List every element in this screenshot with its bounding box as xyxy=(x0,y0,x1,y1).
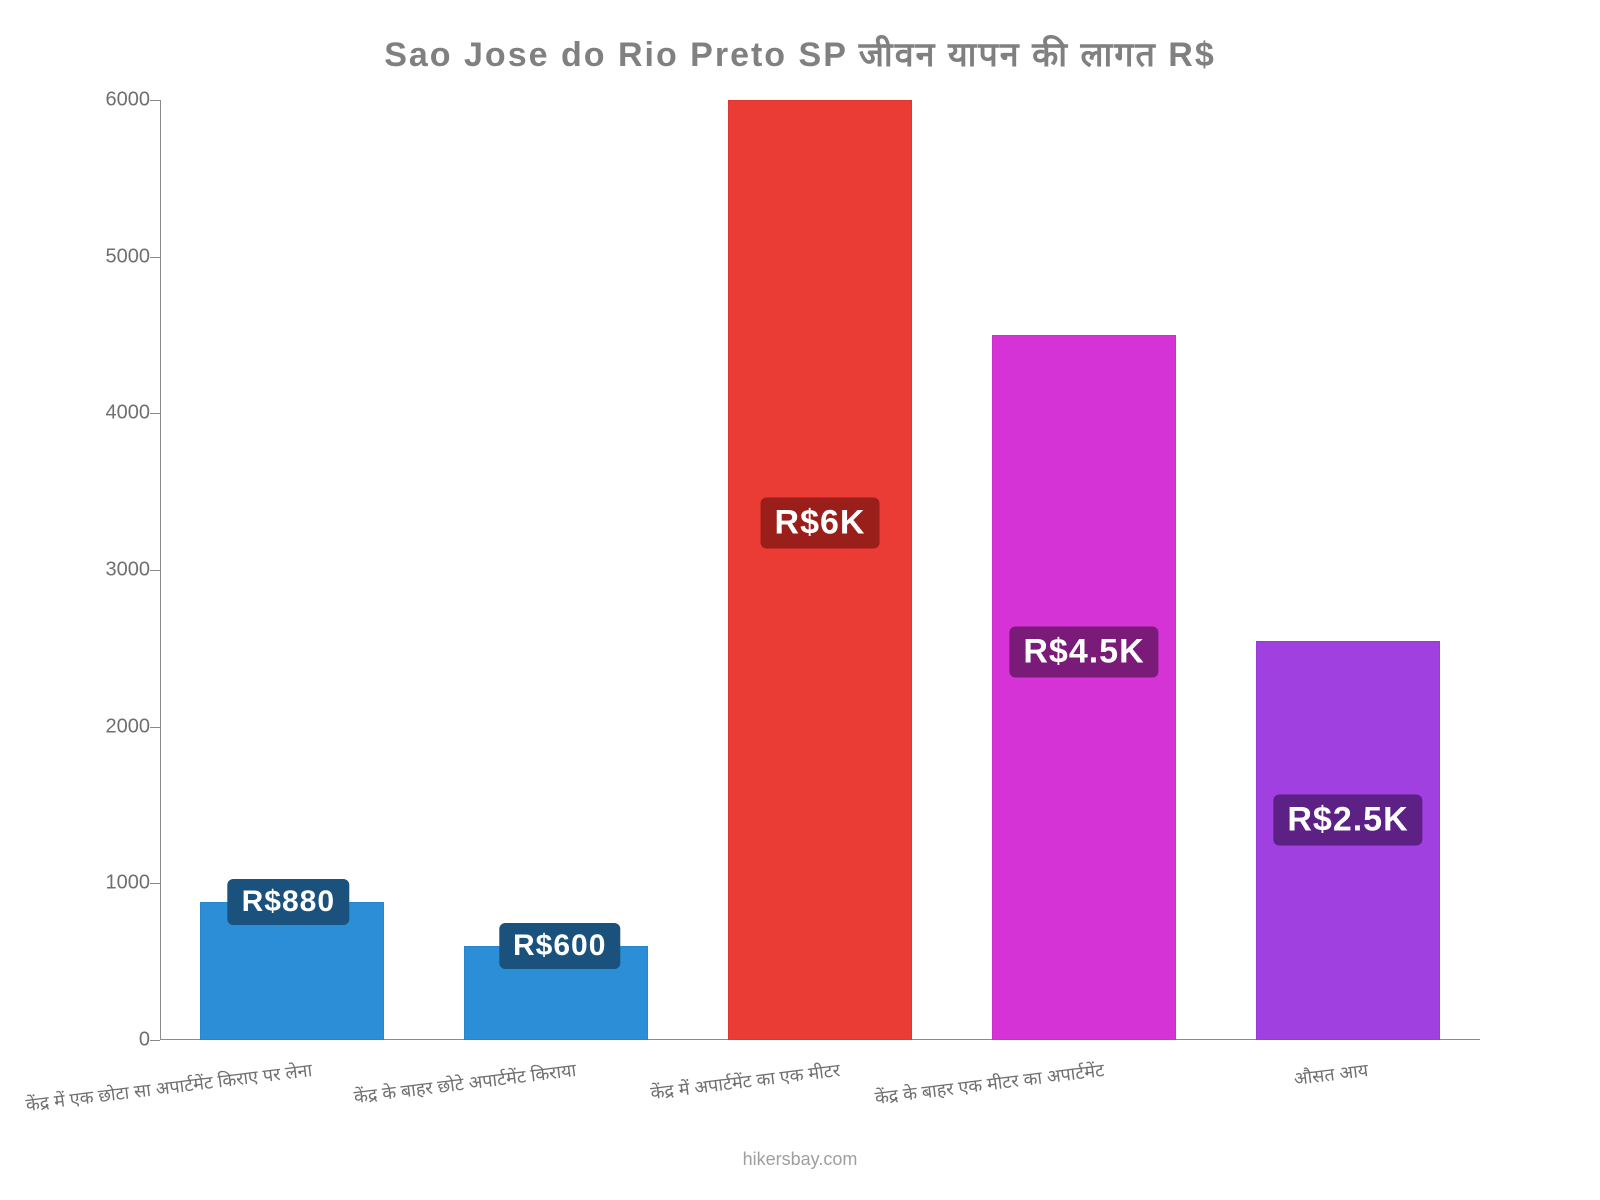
bar-price-m2-center xyxy=(728,100,913,1040)
y-tick-label: 0 xyxy=(100,1029,150,1052)
chart-title: Sao Jose do Rio Preto SP जीवन यापन की ला… xyxy=(60,30,1540,76)
x-tick-label: केंद्र के बाहर एक मीटर का अपार्टमेंट xyxy=(805,1058,1106,1118)
x-tick-label: केंद्र के बाहर छोटे अपार्टमेंट किराया xyxy=(277,1058,578,1118)
bar-value-label: R$880 xyxy=(228,879,349,925)
y-tick-label: 6000 xyxy=(100,89,150,112)
y-axis-line xyxy=(160,100,161,1040)
y-tick-label: 2000 xyxy=(100,715,150,738)
bar-price-m2-outside xyxy=(992,335,1177,1040)
y-tick xyxy=(150,883,160,884)
x-tick-label: केंद्र में एक छोटा सा अपार्टमेंट किराए प… xyxy=(13,1058,314,1118)
y-tick xyxy=(150,413,160,414)
y-tick xyxy=(150,100,160,101)
y-tick xyxy=(150,570,160,571)
chart-attribution: hikersbay.com xyxy=(60,1149,1540,1170)
y-tick xyxy=(150,1040,160,1041)
bar-value-label: R$6K xyxy=(761,498,880,549)
bar-value-label: R$4.5K xyxy=(1009,627,1158,678)
y-tick xyxy=(150,257,160,258)
x-tick-label: केंद्र में अपार्टमेंट का एक मीटर xyxy=(541,1058,842,1118)
y-tick-label: 5000 xyxy=(100,245,150,268)
bar-value-label: R$600 xyxy=(499,923,620,969)
y-tick-label: 3000 xyxy=(100,559,150,582)
bar-value-label: R$2.5K xyxy=(1273,795,1422,846)
y-tick-label: 4000 xyxy=(100,402,150,425)
y-tick-label: 1000 xyxy=(100,872,150,895)
cost-of-living-chart: Sao Jose do Rio Preto SP जीवन यापन की ला… xyxy=(60,30,1540,1130)
x-tick-label: औसत आय xyxy=(1069,1058,1370,1118)
y-tick xyxy=(150,727,160,728)
plot-area: 0 1000 2000 3000 4000 5000 6000 R$880 R$… xyxy=(160,100,1480,1040)
